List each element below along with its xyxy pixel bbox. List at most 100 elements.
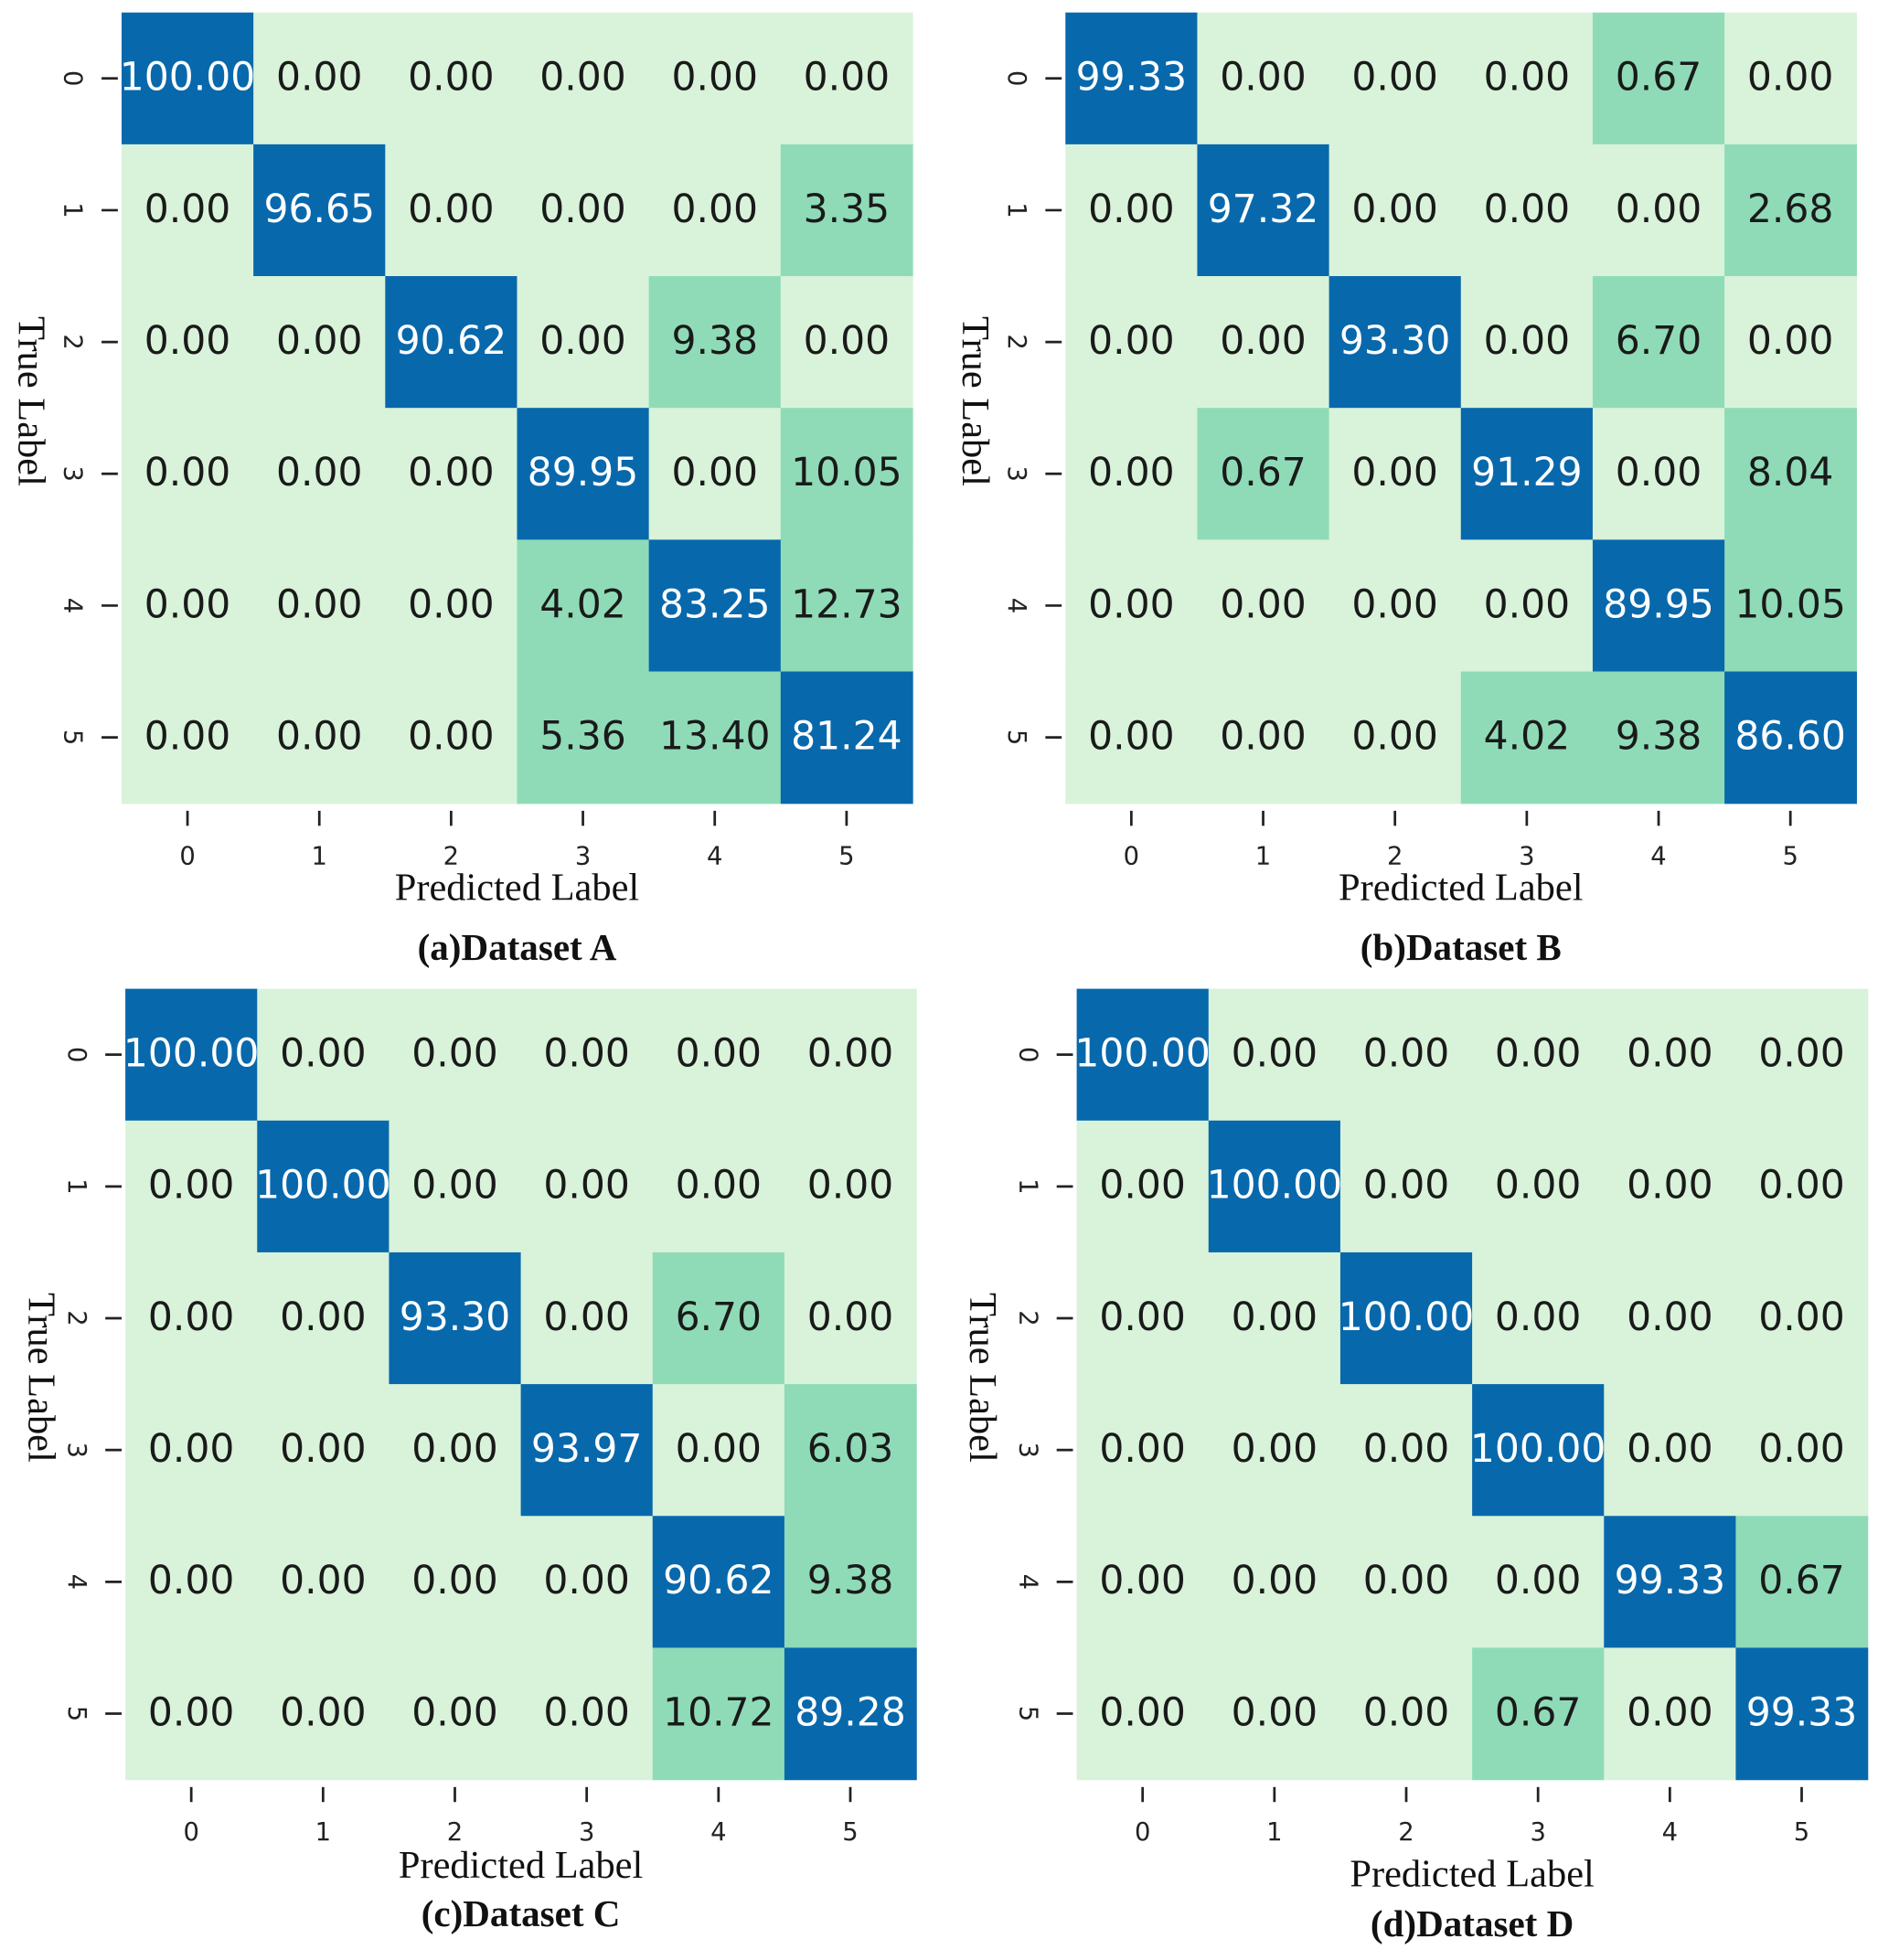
- cell-label: 0.00: [144, 714, 231, 759]
- cell-label: 0.00: [148, 1427, 235, 1472]
- cell-label: 86.60: [1734, 714, 1846, 759]
- heatmap-cell: [1604, 988, 1737, 1122]
- y-tick-label: 1: [1013, 1178, 1041, 1194]
- cell-label: 100.00: [120, 56, 255, 101]
- cell-label: 0.00: [671, 56, 758, 101]
- heatmap-cell: [780, 144, 913, 277]
- heatmap-cell: [1208, 1120, 1341, 1253]
- x-axis-label: Predicted Label: [1339, 867, 1583, 910]
- cell-label: 0.00: [1232, 1032, 1318, 1077]
- cell-label: 90.62: [663, 1559, 774, 1603]
- heatmap-cell: [1328, 671, 1462, 804]
- cell-label: 10.05: [791, 451, 902, 495]
- cell-label: 100.00: [1207, 1164, 1343, 1209]
- heatmap-cell: [1735, 1120, 1869, 1253]
- heatmap-cell: [1339, 1384, 1473, 1517]
- y-axis-label: True Label: [954, 316, 997, 486]
- heatmap-cell: [385, 12, 518, 145]
- cell-label: 0.00: [411, 1690, 497, 1735]
- cell-label: 0.00: [280, 1690, 367, 1735]
- cell-label: 99.33: [1615, 1559, 1726, 1603]
- heatmap-cell: [1197, 539, 1330, 673]
- heatmap-cell: [1735, 1647, 1869, 1781]
- heatmap-cell: [780, 539, 913, 673]
- heatmap-cell: [1208, 988, 1341, 1122]
- heatmap-cell: [121, 276, 254, 409]
- heatmap-cell: [1604, 1516, 1737, 1649]
- cell-label: 0.00: [1627, 1690, 1713, 1735]
- cell-label: 6.70: [1616, 319, 1702, 364]
- x-axis-label: Predicted Label: [1350, 1852, 1594, 1895]
- heatmap-cell: [517, 12, 650, 145]
- heatmap-cell: [1604, 1647, 1737, 1781]
- cell-label: 0.00: [1758, 1164, 1845, 1209]
- cell-label: 0.00: [1099, 1164, 1186, 1209]
- cell-label: 0.00: [1627, 1427, 1713, 1472]
- cell-label: 0.00: [1351, 187, 1438, 232]
- x-tick-label: 2: [1387, 842, 1403, 870]
- heatmap-cell: [1076, 988, 1210, 1122]
- y-tick-label: 2: [1002, 334, 1030, 349]
- heatmap-cell: [1339, 1647, 1473, 1781]
- cell-label: 0.00: [1495, 1032, 1582, 1077]
- heatmap-cell: [780, 671, 913, 804]
- heatmap-cell: [784, 1647, 917, 1781]
- y-tick-label: 1: [62, 1178, 91, 1194]
- heatmap-cell: [1592, 12, 1725, 145]
- y-axis-label: True Label: [20, 1293, 63, 1463]
- heatmap-cell: [1460, 539, 1594, 673]
- x-tick-label: 1: [1255, 842, 1271, 870]
- heatmap-cell: [1460, 408, 1594, 541]
- cell-label: 0.00: [1363, 1559, 1450, 1603]
- y-tick-label: 2: [62, 1310, 91, 1326]
- cell-label: 0.00: [1351, 451, 1438, 495]
- cell-label: 0.00: [1363, 1032, 1450, 1077]
- heatmap-cell: [125, 1252, 258, 1385]
- heatmap-cell: [517, 408, 650, 541]
- x-tick-label: 4: [1650, 842, 1666, 870]
- cell-label: 93.97: [531, 1427, 643, 1472]
- cell-label: 4.02: [1484, 714, 1571, 759]
- x-axis-label: Predicted Label: [399, 1844, 643, 1887]
- cell-label: 0.00: [148, 1295, 235, 1340]
- cell-label: 0.00: [1758, 1032, 1845, 1077]
- y-tick-label: 5: [62, 1706, 91, 1721]
- cell-label: 0.67: [1758, 1559, 1845, 1603]
- cell-label: 0.00: [1088, 319, 1175, 364]
- heatmap-cell: [652, 1647, 785, 1781]
- cell-label: 96.65: [263, 187, 375, 232]
- y-tick-label: 4: [1002, 598, 1030, 613]
- cell-label: 13.40: [659, 714, 771, 759]
- cell-label: 83.25: [659, 582, 771, 627]
- cell-label: 0.00: [1484, 582, 1571, 627]
- cell-label: 93.30: [400, 1295, 511, 1340]
- heatmap-cell: [520, 1647, 654, 1781]
- heatmap-cell: [784, 1516, 917, 1649]
- cell-label: 0.00: [1495, 1559, 1582, 1603]
- cell-label: 0.00: [671, 187, 758, 232]
- heatmap-cell: [652, 988, 785, 1122]
- cell-label: 0.00: [1232, 1295, 1318, 1340]
- heatmap-cell: [1339, 1120, 1473, 1253]
- y-axis-label: True Label: [10, 316, 53, 486]
- heatmap-cell: [389, 1384, 522, 1517]
- heatmap-cell: [121, 12, 254, 145]
- cell-label: 90.62: [396, 319, 507, 364]
- x-tick-label: 3: [1519, 842, 1534, 870]
- cell-label: 0.00: [1220, 56, 1307, 101]
- x-tick-label: 5: [838, 842, 854, 870]
- heatmap-cell: [780, 12, 913, 145]
- heatmap-cell: [784, 1120, 917, 1253]
- cell-label: 0.00: [676, 1427, 763, 1472]
- cell-label: 0.00: [1495, 1164, 1582, 1209]
- cell-label: 0.00: [1627, 1295, 1713, 1340]
- heatmap-cell: [1328, 539, 1462, 673]
- cell-label: 89.95: [528, 451, 639, 495]
- cell-label: 6.03: [807, 1427, 894, 1472]
- heatmap-cell: [385, 539, 518, 673]
- cell-label: 0.00: [1351, 582, 1438, 627]
- cell-label: 0.00: [1758, 1295, 1845, 1340]
- cell-label: 0.00: [408, 187, 495, 232]
- cell-label: 0.00: [807, 1295, 894, 1340]
- heatmap-cell: [389, 1647, 522, 1781]
